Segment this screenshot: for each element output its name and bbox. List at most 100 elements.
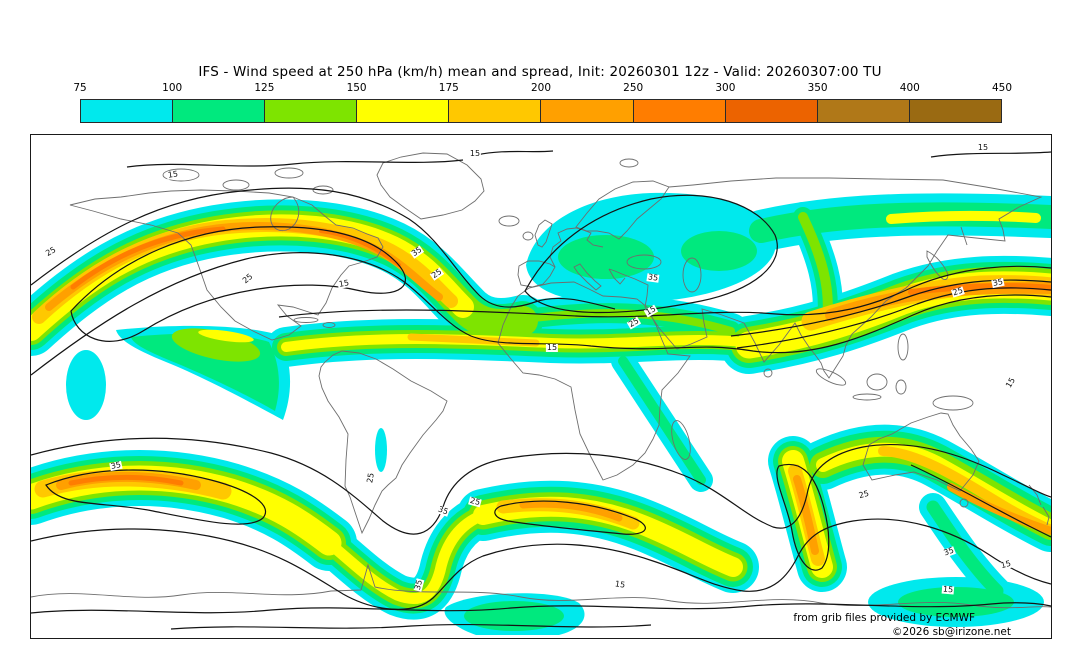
colorbar-tick-label: 75 bbox=[73, 82, 87, 94]
g-nz bbox=[926, 500, 1004, 598]
o7-na1 bbox=[70, 226, 226, 290]
y-caribbean bbox=[198, 329, 254, 343]
coastline-asia bbox=[608, 177, 1043, 379]
attribution-copyright: ©2026 sb@irizone.net bbox=[892, 626, 1011, 638]
colorbar-tick-label: 100 bbox=[162, 82, 183, 94]
spread-contour bbox=[524, 194, 778, 314]
y-sub bbox=[281, 334, 758, 352]
spread-contour bbox=[170, 623, 652, 630]
attribution-ecmwf: from grib files provided by ECMWF bbox=[793, 612, 975, 624]
o5-sub bbox=[407, 333, 540, 347]
o6-sind bbox=[519, 500, 623, 522]
coastline-new-guinea bbox=[932, 395, 974, 411]
contour-label-25: 25 bbox=[429, 266, 445, 281]
colorbar-tick-label: 350 bbox=[807, 82, 828, 94]
spread-contour bbox=[494, 500, 646, 535]
colorbar-segment-75-100 bbox=[81, 100, 173, 122]
coastline-south-america bbox=[318, 350, 448, 535]
c-caribbean bbox=[171, 328, 261, 362]
coastline-antarctica bbox=[31, 563, 1051, 609]
coastline-italy bbox=[573, 263, 602, 291]
colorbar-segment-250-300 bbox=[632, 100, 725, 122]
spread-contour bbox=[930, 151, 1051, 158]
green-scandinavia-2 bbox=[681, 231, 757, 271]
colorbar-segment-350-400 bbox=[816, 100, 909, 122]
coastline-black-sea bbox=[626, 254, 662, 270]
contour-label-25: 25 bbox=[240, 271, 256, 286]
contour-label-25: 25 bbox=[626, 316, 642, 330]
coastline-greece bbox=[608, 268, 626, 285]
colorbar-tick-label: 450 bbox=[991, 82, 1013, 94]
contour-label-35: 35 bbox=[109, 460, 123, 472]
spread-contour bbox=[31, 252, 1051, 376]
coastlines bbox=[31, 152, 1051, 609]
contour-label-25: 25 bbox=[950, 285, 966, 298]
spread-contour bbox=[278, 265, 1051, 318]
colorbar-tick-label: 300 bbox=[715, 82, 736, 94]
contour-label-35: 35 bbox=[646, 272, 660, 283]
coastline-hispaniola bbox=[322, 322, 336, 328]
contour-label-15: 15 bbox=[166, 169, 180, 180]
spread-contour bbox=[45, 469, 267, 525]
o7-sep bbox=[68, 474, 184, 486]
coastline-ireland bbox=[522, 231, 534, 241]
coastline-caspian-sea bbox=[682, 257, 702, 293]
contour-label-25: 25 bbox=[857, 488, 871, 501]
patch-atlantic bbox=[375, 428, 387, 472]
contour-label-35: 35 bbox=[941, 545, 957, 558]
coastline-japan bbox=[926, 250, 949, 280]
contour-label-15: 15 bbox=[643, 304, 659, 318]
colorbar-tick-label: 175 bbox=[438, 82, 459, 94]
chart-title: IFS - Wind speed at 250 hPa (km/h) mean … bbox=[198, 64, 882, 80]
colorbar-segment-400-450 bbox=[908, 100, 1001, 122]
spread-contour bbox=[31, 437, 1051, 535]
coastline-tasmania bbox=[959, 498, 969, 508]
contour-label-15: 15 bbox=[545, 343, 559, 352]
coastline-africa bbox=[497, 281, 691, 481]
colorbar-gradient bbox=[80, 99, 1002, 123]
colorbar-segment-100-125 bbox=[172, 100, 265, 122]
contour-label-35: 35 bbox=[412, 578, 425, 592]
colorbar-tick-label: 150 bbox=[346, 82, 367, 94]
coastline-iceland bbox=[498, 215, 520, 227]
contour-label-15: 15 bbox=[941, 584, 955, 595]
colorbar-segment-200-250 bbox=[540, 100, 633, 122]
spread-contour bbox=[736, 287, 1051, 349]
coastline-australia bbox=[862, 412, 980, 492]
o6-mer bbox=[793, 475, 819, 555]
spread-contour bbox=[776, 463, 830, 571]
contour-label-15: 15 bbox=[999, 558, 1013, 571]
spread-contour bbox=[126, 159, 464, 168]
c-eur bbox=[507, 309, 735, 335]
contour-label-15: 15 bbox=[468, 149, 482, 158]
coastline-arctic-island-3 bbox=[274, 167, 304, 179]
contour-label-35: 35 bbox=[409, 244, 425, 259]
colorbar-segment-150-175 bbox=[356, 100, 449, 122]
y-sib bbox=[886, 210, 1041, 224]
coastline-svalbard bbox=[619, 158, 639, 168]
coastline-cuba bbox=[293, 317, 319, 323]
coastline-sulawesi bbox=[895, 379, 907, 395]
g-ant2 bbox=[898, 587, 1014, 617]
contour-labels-layer: 15 15 15 25 25 35 25 15 35 15 25 15 25 35 15 35 25 25 35 35… bbox=[31, 135, 1051, 638]
colorbar: 75 100 125 150 175 200 250 300 350 400 450 bbox=[73, 82, 1012, 123]
colorbar-tick-label: 400 bbox=[899, 82, 920, 94]
coastline-sumatra bbox=[815, 368, 847, 386]
g-ind-arm bbox=[618, 356, 706, 485]
coastline-scandinavia bbox=[575, 180, 670, 240]
coastline-arctic-island-1 bbox=[162, 168, 200, 182]
colorbar-tick-label: 125 bbox=[254, 82, 275, 94]
spread-contour bbox=[910, 464, 1051, 538]
spread-contour bbox=[31, 518, 1051, 610]
contour-label-15: 15 bbox=[337, 278, 351, 289]
map-panel: 15 15 15 25 25 35 25 15 35 15 25 15 25 35 15 35 25 25 35 35… bbox=[30, 134, 1052, 639]
spread-contour bbox=[70, 226, 407, 342]
contour-label-25: 25 bbox=[365, 471, 376, 485]
g-ant1 bbox=[464, 601, 564, 631]
spread-contour bbox=[730, 279, 1051, 337]
contour-label-35: 35 bbox=[991, 277, 1005, 289]
colorbar-segment-175-200 bbox=[448, 100, 541, 122]
spread-contour bbox=[476, 150, 554, 156]
contour-label-25: 25 bbox=[43, 245, 59, 259]
spread-contour bbox=[31, 602, 1051, 614]
